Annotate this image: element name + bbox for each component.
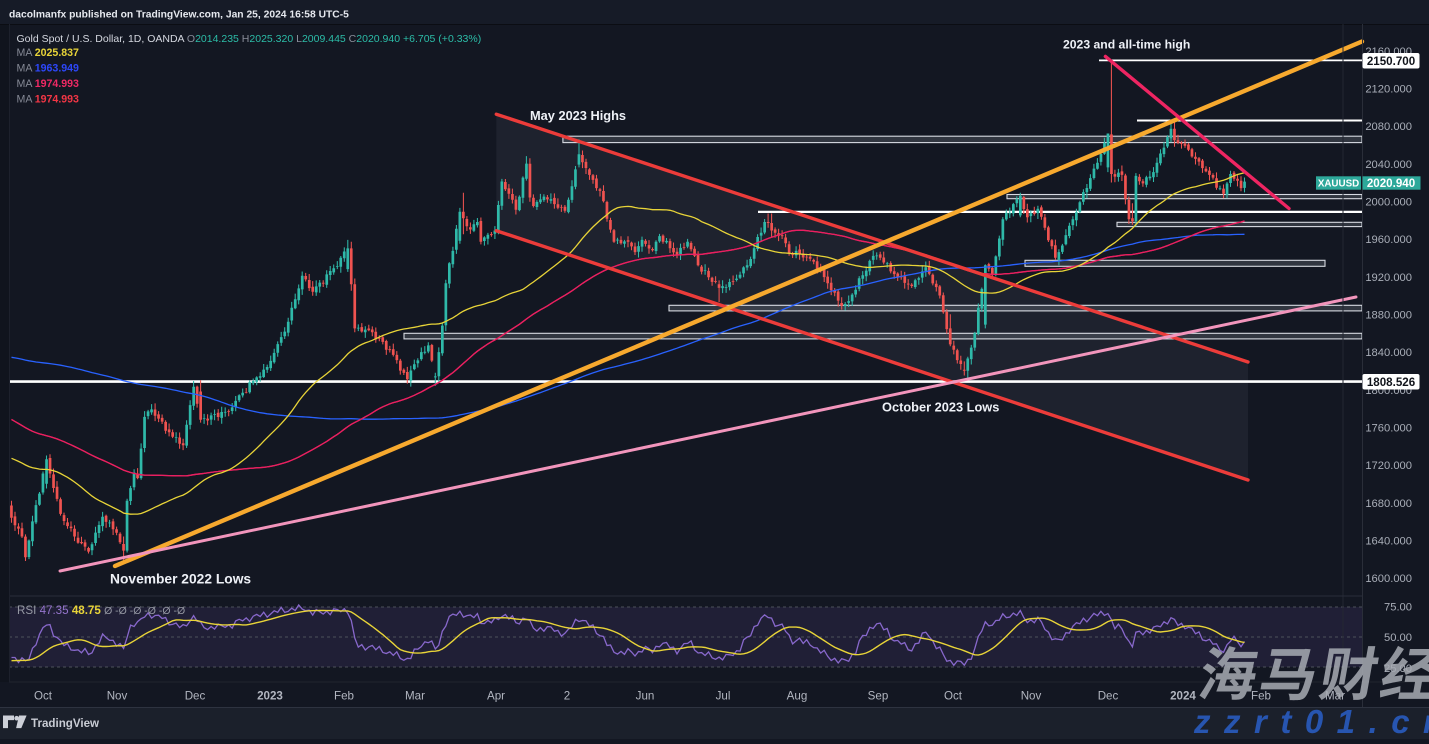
svg-text:TradingView: TradingView [31, 717, 100, 730]
svg-text:Gold Spot / U.S. Dollar, 1D, O: Gold Spot / U.S. Dollar, 1D, OANDA O2014… [17, 33, 482, 45]
svg-text:Nov: Nov [107, 690, 128, 703]
svg-text:MA 1974.993: MA 1974.993 [17, 94, 80, 106]
svg-text:1640.000: 1640.000 [1365, 536, 1412, 548]
svg-text:1720.000: 1720.000 [1365, 460, 1412, 472]
svg-text:zzrt01.cn: zzrt01.cn [1193, 703, 1429, 739]
svg-text:2: 2 [564, 690, 570, 703]
svg-text:2150.700: 2150.700 [1367, 55, 1415, 68]
svg-text:1960.000: 1960.000 [1365, 234, 1412, 246]
svg-text:May 2023 Highs: May 2023 Highs [530, 108, 626, 123]
svg-text:Sep: Sep [868, 690, 889, 703]
svg-text:Mar: Mar [405, 690, 425, 703]
svg-text:1808.526: 1808.526 [1367, 376, 1416, 389]
svg-text:Feb: Feb [1251, 690, 1271, 703]
svg-text:XAUUSD: XAUUSD [1318, 179, 1359, 190]
svg-text:2023 and all-time high: 2023 and all-time high [1063, 38, 1190, 52]
svg-text:Dec: Dec [185, 690, 206, 703]
svg-text:2020.940: 2020.940 [1367, 177, 1415, 190]
svg-text:Aug: Aug [787, 690, 808, 703]
svg-text:2024: 2024 [1170, 690, 1196, 703]
svg-text:1840.000: 1840.000 [1365, 347, 1412, 359]
svg-text:50.00: 50.00 [1384, 632, 1412, 644]
svg-text:MA 1963.949: MA 1963.949 [17, 63, 80, 75]
svg-text:2120.000: 2120.000 [1365, 84, 1412, 96]
svg-text:Feb: Feb [334, 690, 354, 703]
svg-text:Nov: Nov [1021, 690, 1042, 703]
svg-text:RSI 47.35 48.75 Ø -Ø -Ø -Ø -: RSI 47.35 48.75 Ø -Ø -Ø -Ø -Ø -Ø [17, 604, 185, 617]
svg-text:1880.000: 1880.000 [1365, 310, 1412, 322]
svg-text:2023: 2023 [257, 690, 283, 703]
svg-text:1680.000: 1680.000 [1365, 498, 1412, 510]
svg-text:1760.000: 1760.000 [1365, 423, 1412, 435]
svg-text:1920.000: 1920.000 [1365, 272, 1412, 284]
svg-text:1600.000: 1600.000 [1365, 573, 1412, 585]
svg-text:Dec: Dec [1098, 690, 1119, 703]
svg-text:dacolmanfx published on Tradin: dacolmanfx published on TradingView.com,… [9, 10, 349, 21]
svg-text:MA 2025.837: MA 2025.837 [17, 47, 80, 59]
svg-text:2000.000: 2000.000 [1365, 197, 1412, 209]
svg-text:MA 1974.993: MA 1974.993 [17, 78, 80, 90]
svg-text:Jun: Jun [636, 690, 655, 703]
svg-text:Apr: Apr [487, 690, 505, 703]
svg-text:2040.000: 2040.000 [1365, 159, 1412, 171]
svg-text:Jul: Jul [716, 690, 731, 703]
svg-text:Oct: Oct [944, 690, 963, 703]
svg-text:Oct: Oct [34, 690, 53, 703]
svg-text:November 2022 Lows: November 2022 Lows [110, 572, 251, 587]
svg-text:75.00: 75.00 [1384, 602, 1412, 614]
svg-text:October 2023 Lows: October 2023 Lows [882, 400, 999, 415]
svg-text:2080.000: 2080.000 [1365, 121, 1412, 133]
